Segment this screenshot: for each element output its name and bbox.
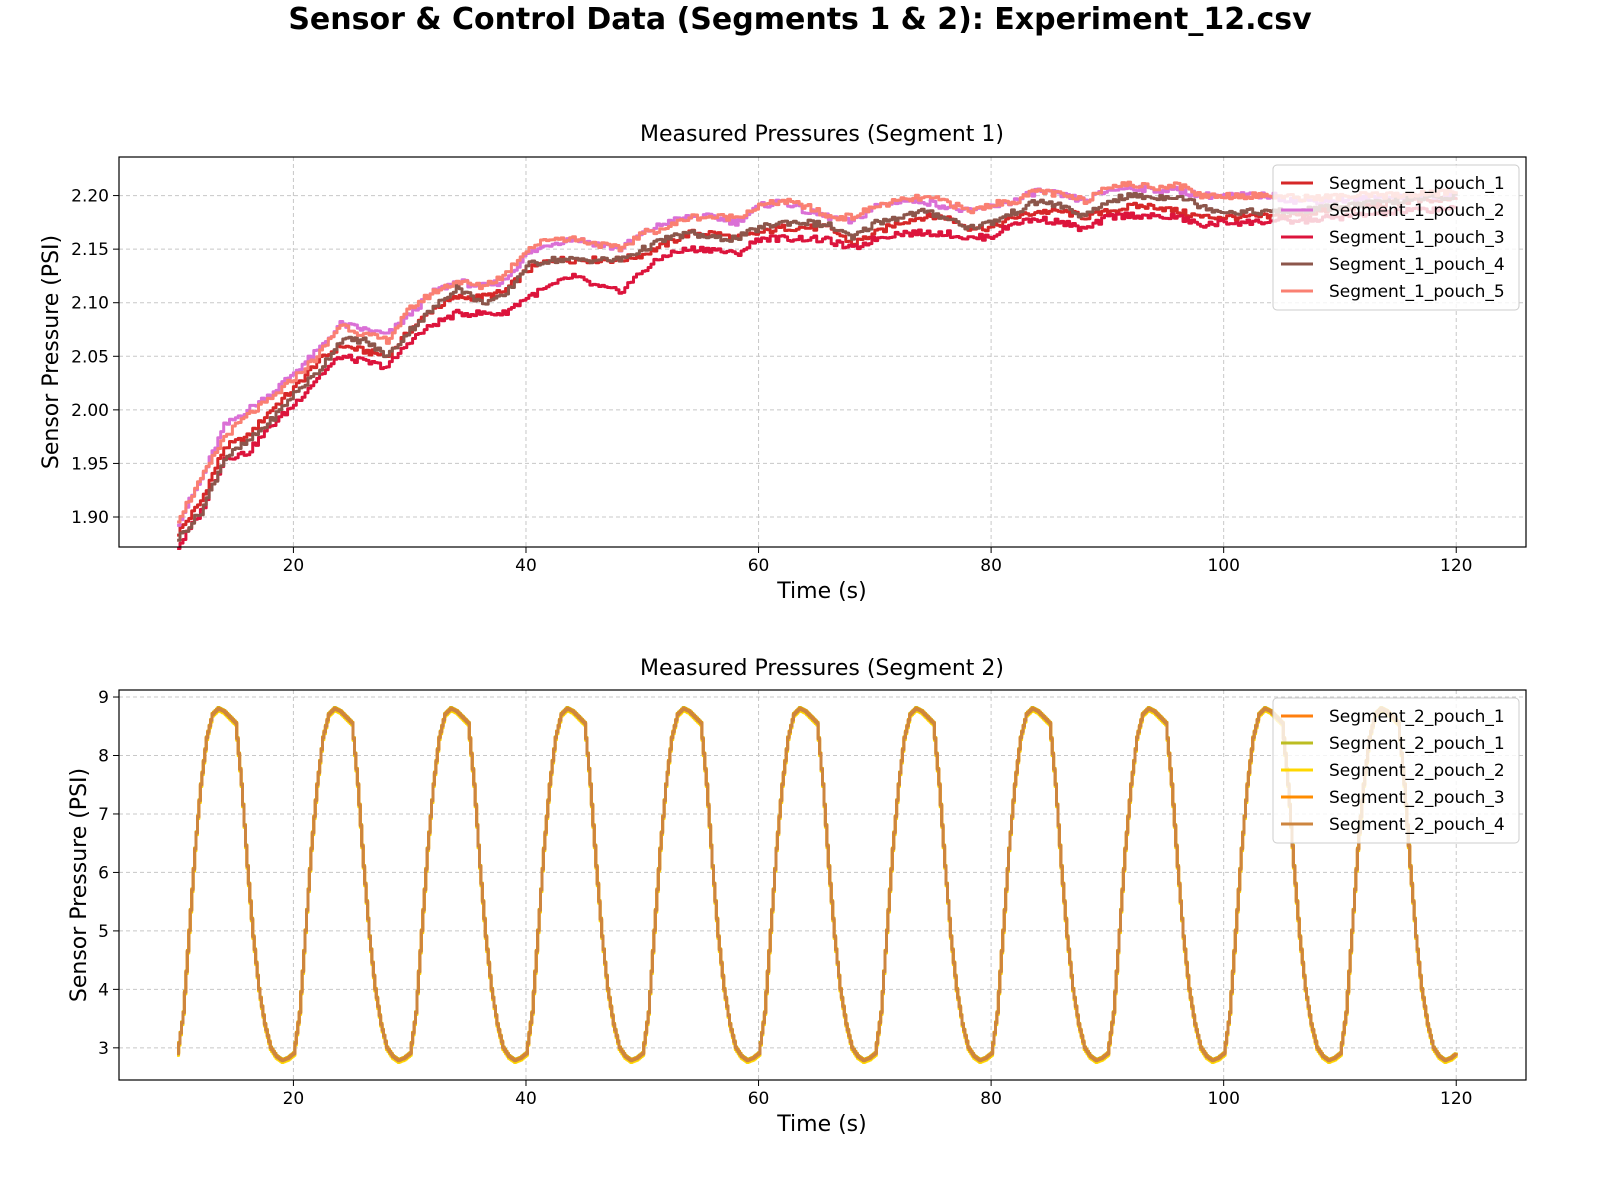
- y-axis-ticks: 3 4 5 6 7 8 9: [98, 688, 119, 1059]
- y-tick-label: 2.20: [71, 187, 109, 207]
- y-axis-label: Sensor Pressure (PSI): [39, 235, 64, 469]
- x-tick-label: 40: [515, 556, 537, 576]
- y-tick-label: 2.10: [71, 294, 109, 314]
- chart-title: Measured Pressures (Segment 1): [640, 122, 1004, 147]
- legend-label: Segment_2_pouch_4: [1329, 815, 1505, 835]
- y-tick-label: 6: [98, 863, 109, 883]
- legend: Segment_2_pouch_1 Segment_2_pouch_1 Segmen…: [1272, 697, 1520, 844]
- y-tick-label: 7: [98, 805, 109, 825]
- series-group: [177, 706, 1458, 1064]
- legend-label: Segment_2_pouch_2: [1329, 761, 1505, 781]
- series-line: [177, 707, 1458, 1063]
- legend-box: [1272, 697, 1520, 844]
- y-tick-label: 1.95: [71, 454, 109, 474]
- plot-frame: [118, 689, 1527, 1081]
- y-tick-label: 1.90: [71, 508, 109, 528]
- series-line: [177, 191, 1458, 542]
- series-line: [177, 205, 1458, 550]
- legend-label: Segment_1_pouch_5: [1329, 282, 1505, 302]
- legend-label: Segment_1_pouch_1: [1329, 174, 1505, 194]
- y-axis-ticks: 1.90 1.95 2.00 2.05 2.10 2.15 2.20: [71, 187, 119, 528]
- x-tick-label: 40: [515, 1089, 537, 1109]
- y-axis-label: Sensor Pressure (PSI): [67, 768, 92, 1002]
- x-axis-label: Time (s): [776, 579, 866, 604]
- series-group: [177, 180, 1458, 550]
- x-tick-label: 80: [980, 1089, 1002, 1109]
- y-tick-label: 2.15: [71, 240, 109, 260]
- series-line: [177, 706, 1458, 1061]
- chart-panel-segment-1: Measured Pressures (Segment 1) 20 40 60 80 1…: [39, 122, 1527, 604]
- series-line: [177, 180, 1458, 524]
- x-tick-label: 100: [1207, 556, 1239, 576]
- legend-label: Segment_1_pouch_4: [1329, 255, 1505, 275]
- y-tick-label: 5: [98, 922, 109, 942]
- series-line: [177, 706, 1458, 1062]
- y-tick-label: 3: [98, 1039, 109, 1059]
- legend: Segment_1_pouch_1 Segment_1_pouch_2 Segmen…: [1272, 164, 1520, 311]
- chart-panel-segment-2: Measured Pressures (Segment 2) 20 40 60 80 1…: [67, 656, 1527, 1137]
- plot-frame: [118, 156, 1527, 548]
- y-tick-label: 9: [98, 688, 109, 708]
- chart-title: Measured Pressures (Segment 2): [640, 656, 1004, 681]
- x-tick-label: 60: [748, 1089, 770, 1109]
- legend-label: Segment_2_pouch_1: [1329, 707, 1505, 727]
- legend-box: [1272, 164, 1520, 311]
- x-tick-label: 100: [1207, 1089, 1239, 1109]
- x-tick-label: 120: [1440, 1089, 1472, 1109]
- series-line: [177, 195, 1458, 537]
- x-tick-label: 20: [283, 1089, 305, 1109]
- legend-label: Segment_1_pouch_2: [1329, 201, 1505, 221]
- series-line: [177, 709, 1458, 1064]
- x-tick-label: 120: [1440, 556, 1472, 576]
- y-tick-label: 4: [98, 980, 109, 1000]
- series-line: [177, 707, 1458, 1063]
- x-tick-label: 60: [748, 556, 770, 576]
- x-tick-label: 80: [980, 556, 1002, 576]
- x-axis-label: Time (s): [776, 1112, 866, 1137]
- figure-title: Sensor & Control Data (Segments 1 & 2): …: [288, 2, 1312, 37]
- x-tick-label: 20: [283, 556, 305, 576]
- legend-label: Segment_2_pouch_1: [1329, 734, 1505, 754]
- x-axis-ticks: 20 40 60 80 100 120: [283, 1080, 1472, 1109]
- legend-label: Segment_2_pouch_3: [1329, 788, 1505, 808]
- y-tick-label: 2.05: [71, 347, 109, 367]
- y-tick-label: 2.00: [71, 401, 109, 421]
- y-tick-label: 8: [98, 746, 109, 766]
- x-axis-ticks: 20 40 60 80 100 120: [283, 547, 1472, 576]
- legend-label: Segment_1_pouch_3: [1329, 228, 1505, 248]
